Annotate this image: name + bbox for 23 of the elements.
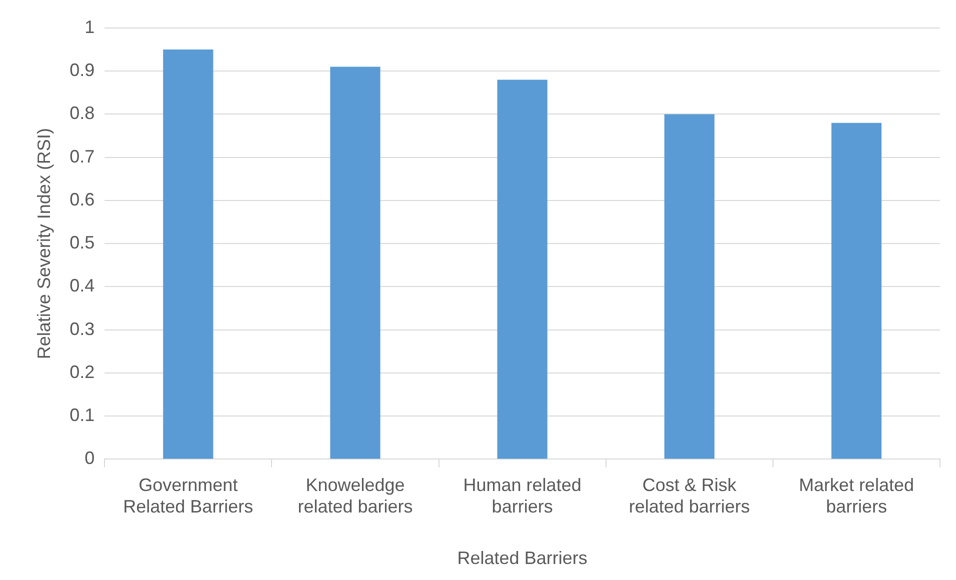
x-tick-label: Market related barriers xyxy=(798,474,914,517)
y-tick-label: 1 xyxy=(84,16,95,37)
bar xyxy=(163,50,214,459)
y-tick-label: 0.5 xyxy=(70,232,95,253)
x-tick-label: Knoweledge related bariers xyxy=(298,474,413,517)
x-tick-label: Cost & Risk related barriers xyxy=(628,474,750,517)
y-tick-label: 0.1 xyxy=(70,405,95,426)
bar xyxy=(831,122,882,459)
x-tick-label: Human related barriers xyxy=(463,474,582,517)
bar xyxy=(497,80,548,459)
y-tick-label: 0.9 xyxy=(70,60,95,80)
y-tick-label: 0 xyxy=(84,448,95,468)
bar xyxy=(664,114,714,459)
y-tick-label: 0.7 xyxy=(70,146,95,166)
y-tick-label: 0.3 xyxy=(70,318,95,339)
y-tick-label: 0.2 xyxy=(70,362,95,382)
y-axis-title: Relative Severity Index (RSI) xyxy=(34,128,54,360)
x-tick-label: Government Related Barriers xyxy=(123,474,254,517)
bar xyxy=(330,66,380,459)
y-tick-label: 0.6 xyxy=(70,189,95,210)
x-axis-title: Related Barriers xyxy=(457,548,588,568)
y-tick-label: 0.4 xyxy=(70,276,95,296)
y-tick-label: 0.8 xyxy=(70,103,95,124)
